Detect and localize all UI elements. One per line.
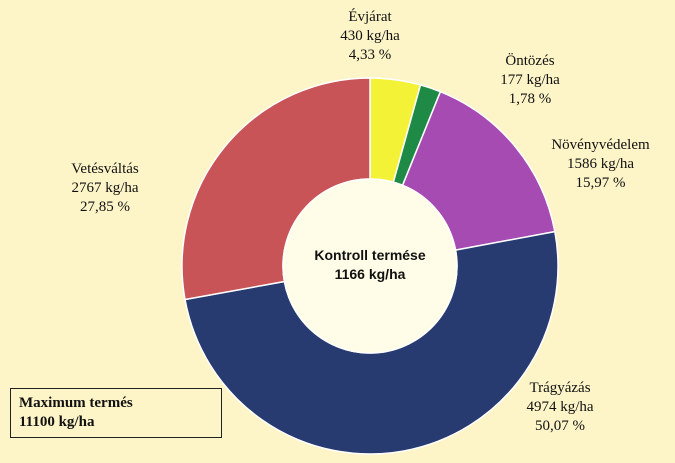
center-title: Kontroll termése [314, 247, 426, 263]
maximum-yield-box: Maximum termés 11100 kg/ha [10, 388, 222, 438]
maximum-yield-title: Maximum termés [19, 395, 133, 411]
label-novenyvedelem-value: 1586 kg/ha [566, 156, 635, 172]
label-novenyvedelem: Növényvédelem 1586 kg/ha 15,97 % [528, 136, 673, 193]
center-label: Kontroll termése 1166 kg/ha [270, 246, 470, 284]
label-ontozes-percent: 1,78 % [508, 91, 552, 107]
label-ontozes: Öntözés 177 kg/ha 1,78 % [470, 52, 590, 109]
donut-hole [282, 178, 458, 354]
label-tragyazas-percent: 50,07 % [535, 418, 585, 434]
label-evjarat-value: 430 kg/ha [340, 28, 400, 44]
label-novenyvedelem-name: Növényvédelem [551, 137, 650, 153]
label-vetesvaltas: Vetésváltás 2767 kg/ha 27,85 % [40, 160, 170, 217]
label-ontozes-value: 177 kg/ha [500, 72, 560, 88]
center-value: 1166 kg/ha [334, 266, 406, 282]
label-evjarat: Évjárat 430 kg/ha 4,33 % [320, 8, 420, 65]
label-ontozes-name: Öntözés [505, 53, 555, 69]
maximum-yield-value: 11100 kg/ha [19, 414, 95, 430]
label-vetesvaltas-name: Vetésváltás [71, 161, 139, 177]
label-vetesvaltas-percent: 27,85 % [80, 199, 130, 215]
label-evjarat-name: Évjárat [348, 9, 392, 25]
label-vetesvaltas-value: 2767 kg/ha [71, 180, 139, 196]
label-novenyvedelem-percent: 15,97 % [575, 175, 626, 191]
label-tragyazas-value: 4974 kg/ha [526, 399, 594, 415]
label-evjarat-percent: 4,33 % [348, 47, 392, 63]
label-tragyazas: Trágyázás 4974 kg/ha 50,07 % [495, 379, 625, 436]
label-tragyazas-name: Trágyázás [529, 380, 591, 396]
